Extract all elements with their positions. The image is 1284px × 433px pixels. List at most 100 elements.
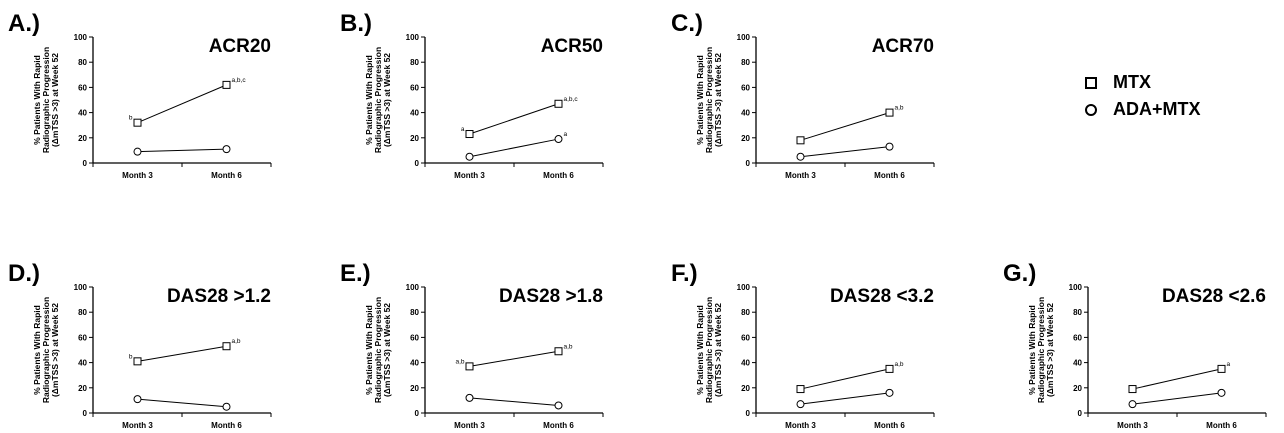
y-axis-label: (ΔmTSS >3) at Week 52 <box>50 303 60 397</box>
y-axis-label: (ΔmTSS >3) at Week 52 <box>382 53 392 147</box>
y-axis-label: Radiographic Progression <box>373 47 383 153</box>
data-annotation: a,b <box>564 343 573 350</box>
y-axis-label: (ΔmTSS >3) at Week 52 <box>382 303 392 397</box>
chart-panel: A.) ACR20 % Patients With Rapid Radiographi… <box>8 10 272 180</box>
y-tick-label: 20 <box>410 134 419 143</box>
data-point-circle <box>885 388 894 397</box>
circle-marker-icon <box>1085 104 1097 116</box>
data-point-circle <box>885 142 894 151</box>
y-tick-label: 80 <box>741 58 750 67</box>
legend-label: MTX <box>1113 72 1151 92</box>
data-point-circle <box>554 135 563 144</box>
x-tick-label: Month 3 <box>454 421 485 430</box>
data-point-circle <box>133 147 142 156</box>
square-marker-icon <box>1085 77 1097 89</box>
data-point-square <box>133 118 142 127</box>
series-line <box>800 112 890 141</box>
y-axis-label: (ΔmTSS >3) at Week 52 <box>1045 303 1055 397</box>
legend-item-ada-mtx: ADA+MTX <box>1083 99 1273 126</box>
y-tick-label: 60 <box>78 83 87 92</box>
y-tick-label: 40 <box>410 109 419 118</box>
y-tick-label: 20 <box>410 384 419 393</box>
y-tick-label: 60 <box>78 333 87 342</box>
y-tick-label: 0 <box>415 409 420 418</box>
data-point-circle <box>1217 388 1226 397</box>
x-tick-label: Month 3 <box>122 171 153 180</box>
panel-label: G.) <box>1003 260 1036 287</box>
data-annotation: a,b <box>895 361 904 368</box>
panel-label: E.) <box>340 260 371 287</box>
y-axis-label: Radiographic Progression <box>1036 297 1046 403</box>
x-tick-label: Month 6 <box>211 171 242 180</box>
y-tick-label: 80 <box>1073 308 1082 317</box>
y-tick-label: 20 <box>1073 384 1082 393</box>
y-tick-label: 40 <box>741 109 750 118</box>
y-axis-label: (ΔmTSS >3) at Week 52 <box>713 53 723 147</box>
legend: MTX ADA+MTX <box>1083 72 1273 126</box>
data-point-square <box>222 80 231 89</box>
x-tick-label: Month 3 <box>785 171 816 180</box>
y-tick-label: 0 <box>746 409 751 418</box>
y-tick-label: 40 <box>410 359 419 368</box>
series-line <box>137 345 227 362</box>
series-line <box>469 138 559 158</box>
x-tick-label: Month 3 <box>122 421 153 430</box>
y-axis-label: Radiographic Progression <box>704 297 714 403</box>
data-point-square <box>133 357 142 366</box>
y-tick-label: 100 <box>1069 283 1083 292</box>
data-point-square <box>222 342 231 351</box>
data-annotation: a,b <box>895 105 904 112</box>
panel-label: B.) <box>340 10 372 37</box>
panel-title: DAS28 <3.2 <box>830 286 934 307</box>
y-tick-label: 100 <box>74 33 88 42</box>
y-tick-label: 20 <box>78 384 87 393</box>
y-tick-label: 100 <box>737 283 751 292</box>
data-point-square <box>885 108 894 117</box>
series-line <box>800 392 890 405</box>
y-tick-label: 60 <box>410 333 419 342</box>
x-tick-label: Month 6 <box>874 421 905 430</box>
panel-title: DAS28 <2.6 <box>1162 286 1266 307</box>
data-point-circle <box>133 395 142 404</box>
y-axis-label: Radiographic Progression <box>704 47 714 153</box>
x-tick-label: Month 6 <box>543 421 574 430</box>
x-tick-label: Month 6 <box>543 171 574 180</box>
data-point-square <box>796 385 805 394</box>
data-point-circle <box>222 145 231 154</box>
data-point-square <box>796 136 805 145</box>
data-annotation: a,b,c <box>564 96 579 103</box>
y-tick-label: 80 <box>741 308 750 317</box>
series-line <box>469 350 559 367</box>
panel-title: ACR70 <box>872 36 934 57</box>
data-annotation: b <box>129 353 133 360</box>
chart-panel: E.) DAS28 >1.8 % Patients With Rapid Radiog… <box>340 260 604 430</box>
data-point-square <box>1217 364 1226 373</box>
series-line <box>800 368 890 390</box>
data-point-square <box>885 364 894 373</box>
y-tick-label: 20 <box>741 134 750 143</box>
data-point-square <box>554 99 563 108</box>
data-point-circle <box>465 152 474 161</box>
panel-label: D.) <box>8 260 40 287</box>
panel-title: ACR50 <box>541 36 603 57</box>
y-tick-label: 60 <box>741 333 750 342</box>
data-point-circle <box>796 400 805 409</box>
x-tick-label: Month 6 <box>211 421 242 430</box>
legend-label: ADA+MTX <box>1113 99 1201 119</box>
data-annotation: a,b,c <box>232 77 247 84</box>
y-tick-label: 80 <box>410 58 419 67</box>
chart-panel: B.) ACR50 % Patients With Rapid Radiographi… <box>340 10 604 180</box>
y-tick-label: 0 <box>415 159 420 168</box>
chart-panel: G.) DAS28 <2.6 % Patients With Rapid Radiog… <box>1003 260 1267 430</box>
y-tick-label: 40 <box>78 109 87 118</box>
x-tick-label: Month 6 <box>874 171 905 180</box>
y-tick-label: 100 <box>406 283 420 292</box>
chart-panel: D.) DAS28 >1.2 % Patients With Rapid Radiog… <box>8 260 272 430</box>
data-annotation: a <box>461 126 465 133</box>
panel-title: DAS28 >1.8 <box>499 286 603 307</box>
series-line <box>137 398 227 408</box>
y-tick-label: 80 <box>78 308 87 317</box>
y-tick-label: 100 <box>737 33 751 42</box>
series-line <box>1132 368 1222 390</box>
